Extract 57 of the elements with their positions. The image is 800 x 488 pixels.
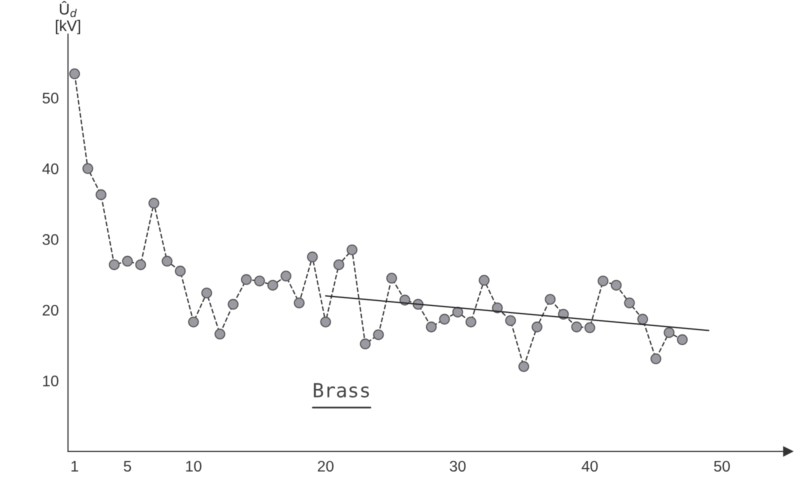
point [162,256,172,267]
x-tick-label: 30 [450,460,466,472]
x-tick-label: 5 [124,460,132,472]
point [452,306,464,318]
point [624,298,635,308]
point [478,274,490,286]
y-tick-label: 20 [42,304,58,316]
x-tick-label: 40 [582,460,598,472]
point [439,314,450,325]
point [135,259,146,270]
point [610,280,622,291]
point [280,270,292,282]
point [518,361,530,372]
point [466,316,476,328]
y-tick-label: 40 [42,163,58,174]
point [267,280,278,291]
point [426,322,437,332]
point [254,276,265,286]
x-tick-label: 50 [714,460,730,472]
point [69,68,80,80]
point [174,266,186,276]
y-tick-label: 50 [42,92,58,104]
point [307,252,318,262]
point [294,298,305,308]
point [214,328,226,340]
point [333,259,344,270]
point [320,316,331,328]
point [505,315,516,326]
point [346,244,358,256]
point [584,322,596,334]
point [676,334,688,346]
point [360,338,371,350]
point [598,276,608,286]
point [228,298,239,310]
point [650,353,662,364]
point [664,327,674,338]
point [122,256,133,267]
point [201,288,212,298]
x-tick-label: 10 [186,460,202,472]
x-tick-label: 20 [318,460,334,472]
point [571,322,582,332]
point [373,329,384,340]
point [148,198,160,209]
point [637,314,648,325]
point [82,163,94,174]
point [544,294,556,305]
point [532,322,542,332]
point [188,316,199,328]
x-tick-label: 1 [72,460,78,472]
y-tick-label: 10 [43,376,58,386]
y-axis-title: Û$_{d}$ [kV] [56,1,80,34]
point [108,259,120,270]
point [386,272,398,284]
point [96,189,106,200]
annotation: Brass [314,383,369,398]
y-tick-label: 30 [42,234,58,245]
point [240,274,252,285]
